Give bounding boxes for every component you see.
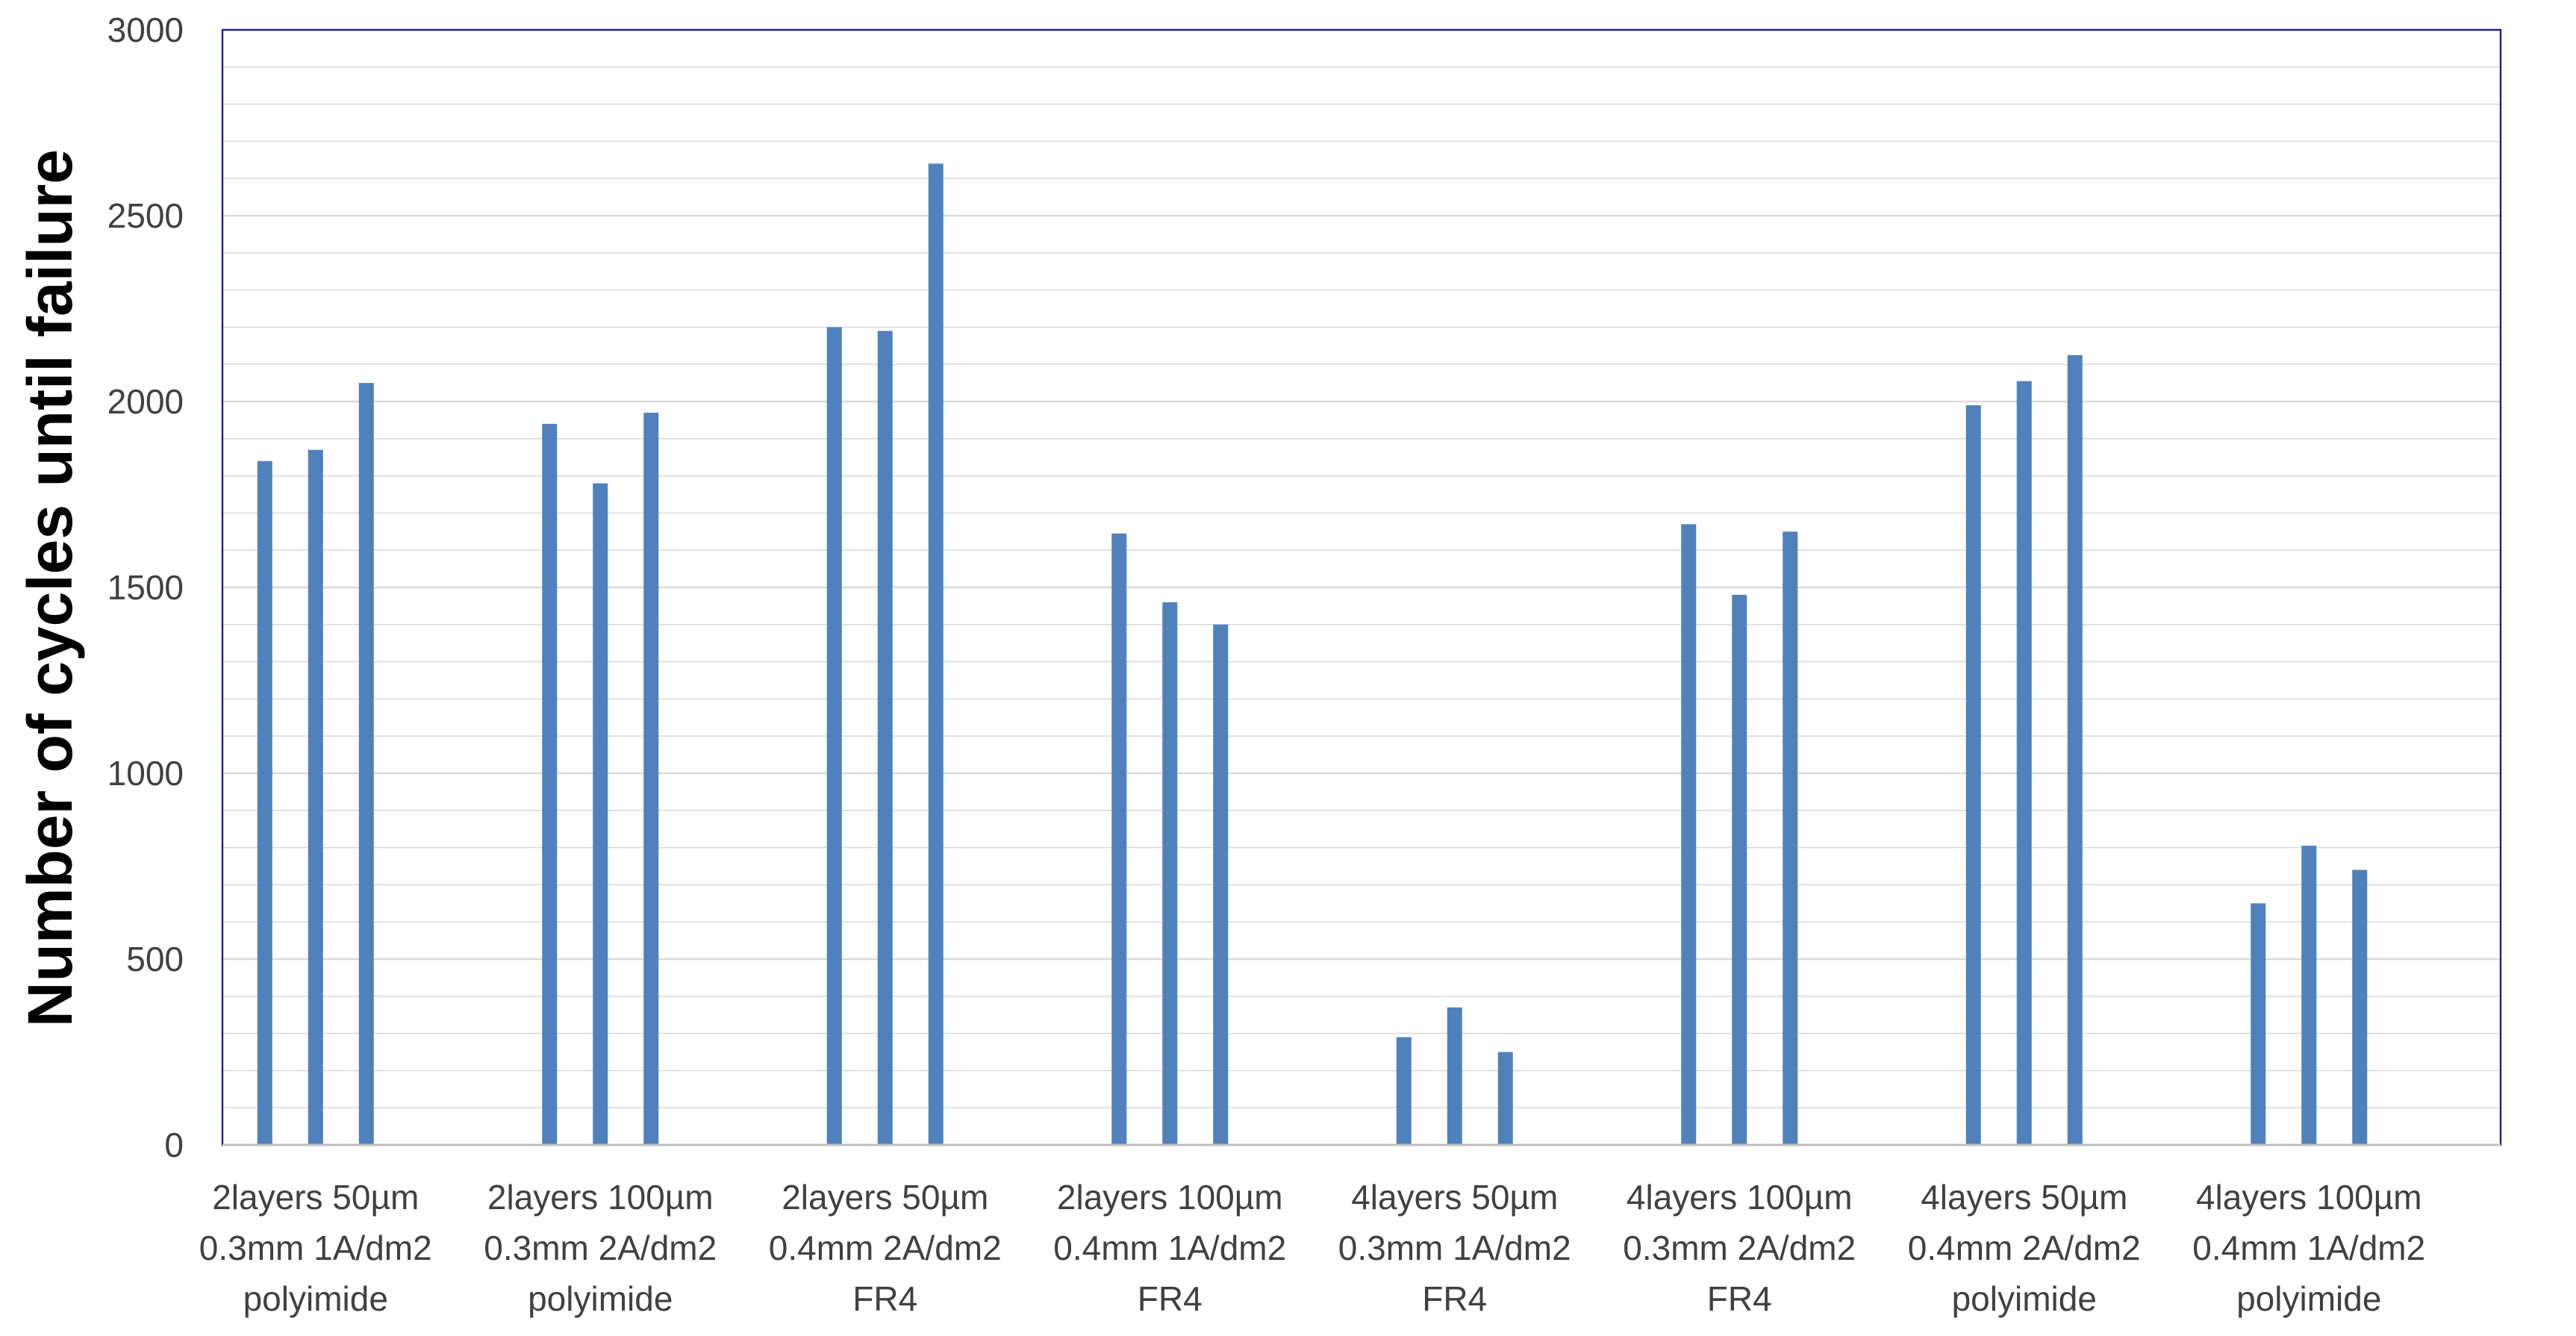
bar [1783, 531, 1798, 1145]
x-category-label-line: 2layers 50µm [212, 1178, 419, 1217]
x-category-label-line: 0.4mm 1A/dm2 [1053, 1229, 1286, 1267]
y-tick-label: 0 [164, 1126, 184, 1164]
bar [877, 331, 893, 1145]
y-tick-label: 2500 [107, 196, 184, 235]
y-tick-label: 500 [126, 940, 184, 978]
bar [1681, 524, 1697, 1145]
bar [1497, 1052, 1513, 1145]
x-category-label-line: 0.4mm 2A/dm2 [1908, 1229, 2141, 1267]
x-category-label-line: 2layers 100µm [1057, 1178, 1283, 1217]
bar [2016, 381, 2032, 1145]
x-category-label-line: 4layers 50µm [1351, 1178, 1558, 1217]
y-tick-label: 3000 [107, 10, 184, 49]
x-category-label-line: 0.3mm 1A/dm2 [199, 1229, 432, 1267]
bar [1965, 405, 1981, 1145]
bar [308, 449, 323, 1145]
bar [1213, 624, 1229, 1145]
bar [1447, 1007, 1462, 1145]
bar [1111, 533, 1127, 1145]
bar [257, 461, 272, 1145]
bars [257, 163, 2368, 1145]
bar [643, 412, 659, 1145]
plot-frame [221, 28, 2502, 1146]
x-axis-labels: 2layers 50µm 0.3mm 1A/dm2 polyimide2layers… [199, 1178, 2425, 1318]
x-category-label-line: 0.3mm 1A/dm2 [1338, 1229, 1571, 1267]
x-category-label-line: 4layers 50µm [1921, 1178, 2127, 1217]
x-category-label: 2layers 100µm 0.4mm 1A/dm2 FR4 [1053, 1178, 1286, 1318]
bar [593, 483, 608, 1145]
bar [358, 383, 374, 1145]
x-category-label-line: 2layers 100µm [487, 1178, 714, 1217]
bar [2251, 903, 2266, 1145]
bar [2301, 846, 2317, 1145]
bar [1396, 1037, 1412, 1145]
x-category-label: 4layers 100µm 0.3mm 2A/dm2 FR4 [1623, 1178, 1856, 1318]
x-category-label-line: 0.3mm 2A/dm2 [1623, 1229, 1856, 1267]
x-category-label: 2layers 100µm 0.3mm 2A/dm2 polyimide [484, 1178, 717, 1318]
bar [2067, 355, 2083, 1145]
x-category-label-line: 0.4mm 1A/dm2 [2192, 1229, 2425, 1267]
bar [1162, 602, 1178, 1145]
bar [542, 423, 558, 1145]
x-category-label-line: 4layers 100µm [1627, 1178, 1853, 1217]
bar [2352, 870, 2368, 1145]
x-category-label-line: FR4 [1138, 1279, 1203, 1318]
x-category-label: 2layers 50µm 0.3mm 1A/dm2 polyimide [199, 1178, 432, 1318]
x-category-label-line: polyimide [243, 1279, 388, 1318]
x-category-label: 2layers 50µm 0.4mm 2A/dm2 FR4 [769, 1178, 1002, 1318]
bar [928, 163, 944, 1145]
x-category-label: 4layers 100µm 0.4mm 1A/dm2 polyimide [2192, 1178, 2425, 1318]
bar [826, 327, 842, 1145]
y-axis-label: Number of cycles until failure [15, 149, 85, 1027]
x-category-label-line: 2layers 50µm [782, 1178, 988, 1217]
gridlines [222, 66, 2501, 1108]
x-category-label-line: FR4 [1422, 1279, 1487, 1318]
y-axis-ticks: 0 500 1000 1500 2000 2500 3000 [107, 10, 184, 1164]
x-category-label: 4layers 50µm 0.3mm 1A/dm2 FR4 [1338, 1178, 1571, 1318]
x-category-label-line: polyimide [1952, 1279, 2097, 1318]
x-category-label-line: 4layers 100µm [2196, 1178, 2422, 1217]
y-tick-label: 1000 [107, 754, 184, 793]
x-category-label-line: 0.3mm 2A/dm2 [484, 1229, 717, 1267]
x-category-label-line: 0.4mm 2A/dm2 [769, 1229, 1002, 1267]
x-category-label: 4layers 50µm 0.4mm 2A/dm2 polyimide [1908, 1178, 2141, 1318]
x-category-label-line: polyimide [528, 1279, 673, 1318]
x-category-label-line: FR4 [852, 1279, 917, 1318]
y-tick-label: 2000 [107, 382, 184, 421]
x-category-label-line: FR4 [1707, 1279, 1772, 1318]
y-tick-label: 1500 [107, 568, 184, 607]
bar [1732, 594, 1747, 1145]
x-category-label-line: polyimide [2236, 1279, 2381, 1318]
